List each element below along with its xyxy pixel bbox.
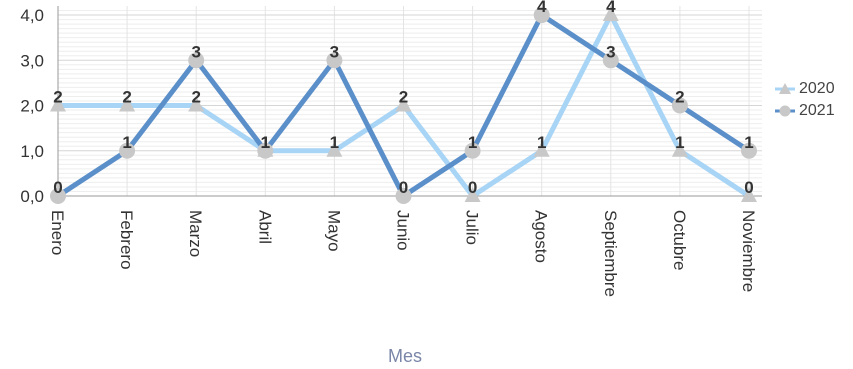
x-tick-label: Febrero (117, 210, 136, 270)
data-label-2020: 4 (606, 0, 616, 16)
legend: 2020 2021 (775, 78, 835, 122)
data-point-2020 (395, 96, 412, 112)
legend-label: 2020 (799, 80, 835, 97)
data-point-2021 (602, 52, 619, 69)
y-tick-label: 2,0 (20, 97, 44, 116)
x-axis-title: Mes (388, 346, 422, 366)
data-label-2020: 1 (675, 133, 684, 152)
x-tick-label: Septiembre (601, 210, 620, 297)
y-tick-label: 3,0 (20, 51, 44, 70)
data-label-2020: 1 (261, 133, 270, 152)
data-point-2021 (257, 142, 274, 159)
data-label-2021: 3 (191, 42, 200, 61)
x-tick-label: Octubre (670, 210, 689, 270)
data-label-2021: 0 (399, 178, 408, 197)
x-tick-label: Noviembre (739, 210, 758, 292)
data-point-2021 (395, 188, 412, 204)
triangle-marker-icon (775, 83, 795, 94)
data-point-2020 (671, 141, 688, 157)
x-tick-label: Agosto (532, 210, 551, 263)
data-label-2021: 4 (537, 0, 547, 16)
data-label-2021: 2 (675, 88, 684, 107)
data-point-2020 (119, 96, 136, 112)
data-point-2021 (464, 142, 481, 159)
data-point-2020 (326, 141, 343, 157)
y-tick-label: 1,0 (20, 142, 44, 161)
data-point-2020 (533, 141, 550, 157)
y-tick-label: 4,0 (20, 6, 44, 25)
x-tick-label: Junio (394, 210, 413, 251)
data-label-2020: 0 (744, 178, 753, 197)
data-label-2021: 3 (330, 42, 339, 61)
data-label-2021: 1 (744, 133, 753, 152)
data-label-2021: 0 (53, 178, 62, 197)
x-tick-label: Marzo (186, 210, 205, 257)
data-label-2020: 1 (330, 133, 339, 152)
data-point-2021 (188, 52, 205, 69)
data-point-2020 (188, 96, 205, 112)
data-label-2020: 2 (399, 88, 408, 107)
data-label-2020: 2 (122, 88, 131, 107)
y-tick-label: 0,0 (20, 187, 44, 206)
legend-item-2021: 2021 (775, 100, 835, 122)
data-point-2020 (741, 187, 757, 202)
data-label-2021: 1 (261, 133, 270, 152)
data-point-2020 (50, 96, 66, 112)
x-tick-label: Julio (463, 210, 482, 245)
data-label-2020: 1 (537, 133, 546, 152)
data-label-2021: 1 (122, 133, 131, 152)
data-label-2020: 2 (53, 88, 62, 107)
data-point-2021 (50, 188, 66, 204)
circle-marker-icon (775, 105, 795, 117)
x-tick-label: Abril (255, 210, 274, 244)
legend-label: 2021 (799, 102, 835, 119)
x-tick-label: Enero (48, 210, 67, 255)
data-label-2020: 2 (191, 88, 200, 107)
x-tick-label: Mayo (324, 210, 343, 252)
data-point-2020 (464, 187, 481, 202)
data-point-2021 (119, 142, 136, 159)
data-label-2020: 0 (468, 178, 477, 197)
data-label-2021: 1 (468, 133, 477, 152)
data-point-2021 (533, 7, 550, 24)
data-point-2021 (741, 142, 757, 159)
data-label-2021: 3 (606, 42, 615, 61)
data-point-2020 (602, 6, 619, 22)
data-point-2021 (671, 97, 688, 114)
legend-item-2020: 2020 (775, 78, 835, 100)
data-point-2021 (326, 52, 343, 69)
